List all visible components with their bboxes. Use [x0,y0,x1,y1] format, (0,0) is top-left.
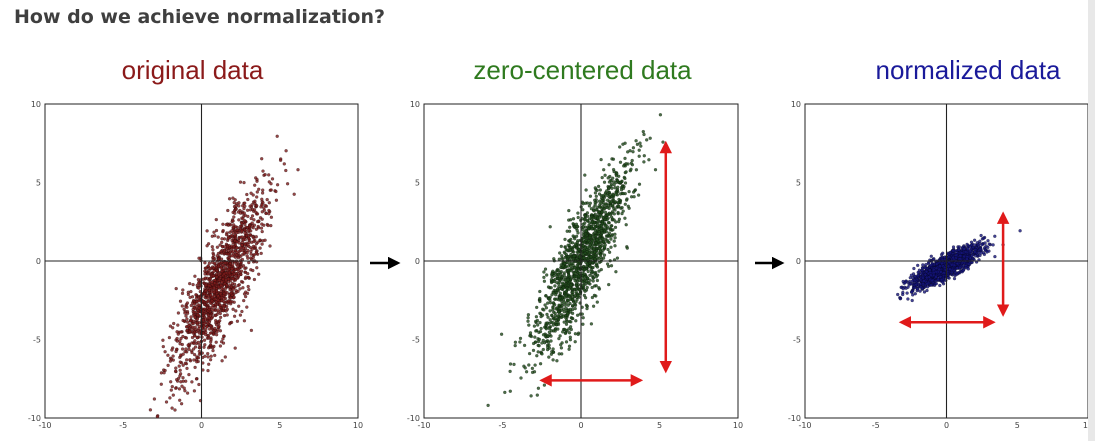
y-tick-label: -5 [412,336,420,345]
data-points [148,134,300,419]
y-tick-label: 10 [31,100,41,109]
x-tick-label: 5 [657,421,662,430]
x-tick-label: -5 [119,421,127,430]
y-tick-label: -10 [407,414,420,423]
plot-title-original: original data [121,55,264,85]
x-tick-label: 0 [199,421,204,430]
y-tick-label: 5 [796,179,801,188]
data-points [486,113,665,407]
plot-title-normalized: normalized data [875,55,1061,85]
page-heading: How do we achieve normalization? [14,6,386,28]
x-tick-label: 0 [578,421,583,430]
scatter-plot-0: 10 5 0 -5 -10-10 -5 0 5 10 [28,100,363,430]
y-tick-label: 5 [415,179,420,188]
y-tick-label: -5 [793,336,801,345]
y-tick-label: 0 [796,257,801,266]
x-tick-label: 5 [277,421,282,430]
x-tick-label: 10 [353,421,363,430]
x-tick-label: -10 [38,421,51,430]
y-tick-label: -5 [33,336,41,345]
scrollbar-edge [1088,0,1095,441]
x-tick-label: -10 [798,421,811,430]
scatter-plot-1: 10 5 0 -5 -10-10 -5 0 5 10 [407,100,743,430]
x-tick-label: 5 [1015,421,1020,430]
x-tick-label: 0 [944,421,949,430]
y-tick-label: -10 [788,414,801,423]
y-tick-label: 0 [415,257,420,266]
y-tick-label: 10 [791,100,801,109]
y-tick-label: 0 [36,257,41,266]
x-tick-label: -5 [872,421,880,430]
x-tick-label: 10 [733,421,743,430]
y-tick-label: 5 [36,179,41,188]
plot-title-zero-centered: zero-centered data [473,55,692,85]
x-tick-label: -5 [499,421,507,430]
y-tick-label: 10 [410,100,420,109]
y-tick-label: -10 [28,414,41,423]
x-tick-label: -10 [417,421,430,430]
